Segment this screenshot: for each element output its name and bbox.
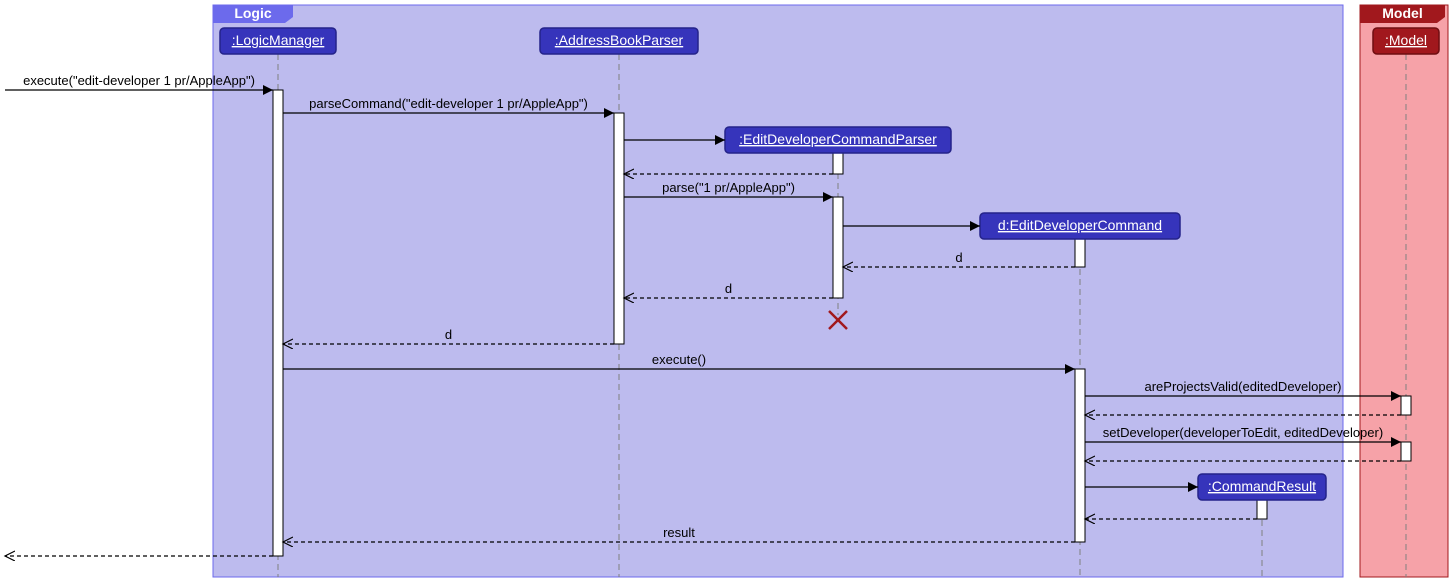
participant-label-editDevCommand: d:EditDeveloperCommand [998, 217, 1162, 233]
activation-editDevCommand [1075, 369, 1085, 542]
message-label: d [955, 250, 962, 265]
participant-label-commandResult: :CommandResult [1208, 478, 1316, 494]
message-label: d [725, 281, 732, 296]
activation-addressBookParser [614, 113, 624, 344]
activation-commandResult [1257, 500, 1267, 519]
message-label: setDeveloper(developerToEdit, editedDeve… [1103, 425, 1383, 440]
participant-label-logicManager: :LogicManager [232, 32, 325, 48]
message-label: execute() [652, 352, 706, 367]
frame-label-logic: Logic [234, 5, 272, 21]
message-label: areProjectsValid(editedDeveloper) [1144, 379, 1341, 394]
message-label: d [445, 327, 452, 342]
participant-label-editDevParser: :EditDeveloperCommandParser [739, 131, 937, 147]
message-label: execute("edit-developer 1 pr/AppleApp") [23, 73, 255, 88]
activation-editDevParser [833, 153, 843, 174]
message-label: parseCommand("edit-developer 1 pr/AppleA… [309, 96, 588, 111]
activation-model [1401, 442, 1411, 461]
frame-logic [213, 5, 1343, 577]
activation-editDevCommand [1075, 239, 1085, 267]
frame-model [1360, 5, 1448, 577]
participant-label-model: :Model [1385, 32, 1427, 48]
activation-logicManager [273, 90, 283, 556]
activation-model [1401, 396, 1411, 415]
participant-label-addressBookParser: :AddressBookParser [555, 32, 684, 48]
message-label: result [663, 525, 695, 540]
sequence-diagram: Logic Model :LogicManager :AddressBookParse… [0, 0, 1456, 584]
message-label: parse("1 pr/AppleApp") [662, 180, 795, 195]
activation-editDevParser [833, 197, 843, 298]
frame-label-model: Model [1382, 5, 1422, 21]
